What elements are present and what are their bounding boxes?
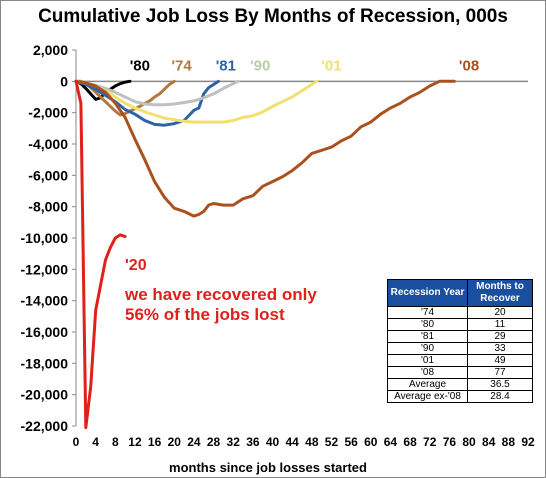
x-tick-label: 0 <box>73 435 80 449</box>
y-tick-label: -14,000 <box>21 293 69 309</box>
table-cell-year: '80 <box>387 318 468 331</box>
table-cell-year: '90 <box>387 342 468 355</box>
x-axis-label: months since job losses started <box>169 460 367 475</box>
series-line <box>74 79 319 124</box>
recovery-table: Recession Year Months to Recover '74 20 '… <box>387 279 533 403</box>
table-header-months-to-recover: Months to Recover <box>467 279 533 307</box>
series-label: '81 <box>216 57 236 74</box>
table-header-row: Recession Year Months to Recover <box>387 279 533 307</box>
table-row: '74 20 <box>387 306 533 319</box>
table-row: '08 77 <box>387 366 533 379</box>
x-tick-label: 36 <box>246 435 260 449</box>
series-label: '74 <box>171 57 192 74</box>
table-cell-months: 28.4 <box>467 390 533 403</box>
y-tick-label: -18,000 <box>21 355 69 371</box>
y-tick-label: -2,000 <box>28 105 68 121</box>
x-tick-label: 28 <box>207 435 221 449</box>
y-tick-label: -16,000 <box>21 324 69 340</box>
table-cell-months: 20 <box>467 306 533 319</box>
x-tick-label: 20 <box>168 435 182 449</box>
x-tick-label: 24 <box>187 435 201 449</box>
series-line <box>74 79 220 127</box>
y-tick-label: -4,000 <box>28 136 68 152</box>
x-tick-label: 92 <box>521 435 535 449</box>
series-line <box>74 79 127 430</box>
x-tick-label: 80 <box>462 435 476 449</box>
table-cell-months: 49 <box>467 354 533 367</box>
table-cell-year: Average ex-'08 <box>387 390 468 403</box>
table-cell-months: 36.5 <box>467 378 533 391</box>
x-tick-label: 32 <box>227 435 241 449</box>
table-cell-year: '74 <box>387 306 468 319</box>
y-tick-label: -10,000 <box>21 230 69 246</box>
x-tick-label: 8 <box>112 435 119 449</box>
y-tick-label: -8,000 <box>28 199 68 215</box>
table-cell-months: 29 <box>467 330 533 343</box>
table-cell-year: '81 <box>387 330 468 343</box>
table-row: '90 33 <box>387 342 533 355</box>
x-tick-label: 52 <box>325 435 339 449</box>
x-tick-label: 4 <box>92 435 99 449</box>
y-tick-label: -6,000 <box>28 167 68 183</box>
x-tick-label: 60 <box>364 435 378 449</box>
table-header-recession-year: Recession Year <box>387 279 468 307</box>
x-tick-label: 16 <box>148 435 162 449</box>
x-tick-label: 56 <box>344 435 358 449</box>
table-cell-year: '08 <box>387 366 468 379</box>
x-tick-label: 72 <box>423 435 437 449</box>
table-cell-year: '01 <box>387 354 468 367</box>
table-row: '81 29 <box>387 330 533 343</box>
series-line <box>74 79 456 218</box>
x-tick-label: 76 <box>443 435 457 449</box>
table-cell-year: Average <box>387 378 468 391</box>
x-tick-label: 88 <box>502 435 516 449</box>
x-tick-label: 64 <box>384 435 398 449</box>
series-label: '80 <box>130 57 150 74</box>
x-tick-label: 12 <box>128 435 142 449</box>
annotation-2020-label: '20 <box>125 257 147 274</box>
table-cell-months: 77 <box>467 366 533 379</box>
y-tick-label: -12,000 <box>21 261 69 277</box>
series-label: '01 <box>321 57 341 74</box>
x-tick-label: 68 <box>403 435 417 449</box>
table-row: Average 36.5 <box>387 378 533 391</box>
series-label: '08 <box>459 57 479 74</box>
x-tick-label: 84 <box>482 435 496 449</box>
table-row: Average ex-'08 28.4 <box>387 390 533 403</box>
table-cell-months: 11 <box>467 318 533 331</box>
x-tick-label: 40 <box>266 435 280 449</box>
table-row: '80 11 <box>387 318 533 331</box>
chart-title: Cumulative Job Loss By Months of Recessi… <box>38 6 508 27</box>
annotation-recovery-note: we have recovered only 56% of the jobs l… <box>125 285 317 324</box>
series-label: '90 <box>250 57 270 74</box>
series-line <box>74 79 240 107</box>
y-tick-label: 0 <box>60 73 68 89</box>
y-tick-label: -20,000 <box>21 387 69 403</box>
y-tick-label: -22,000 <box>21 418 69 434</box>
x-tick-label: 48 <box>305 435 319 449</box>
y-tick-label: 2,000 <box>33 42 68 58</box>
x-tick-label: 44 <box>285 435 299 449</box>
table-cell-months: 33 <box>467 342 533 355</box>
table-row: '01 49 <box>387 354 533 367</box>
